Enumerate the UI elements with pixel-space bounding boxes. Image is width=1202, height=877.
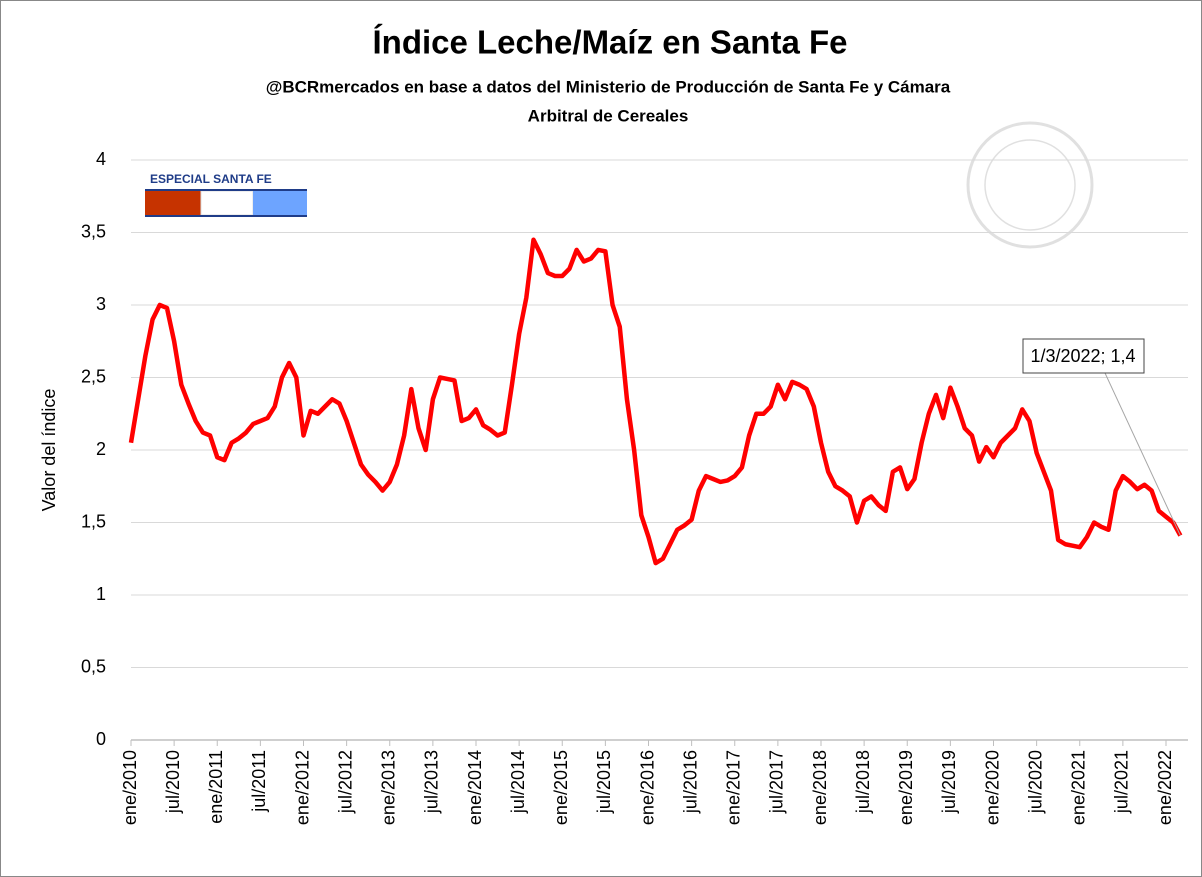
x-tick-label: jul/2015: [594, 750, 614, 814]
y-tick-label: 0,5: [81, 656, 106, 676]
x-tick-label: ene/2020: [982, 750, 1002, 825]
y-axis-label: Valor del índice: [39, 389, 59, 512]
chart-title: Índice Leche/Maíz en Santa Fe: [373, 24, 848, 61]
x-tick-label: jul/2021: [1112, 750, 1132, 814]
watermark: [966, 121, 1094, 249]
badge-text: ESPECIAL SANTA FE: [150, 172, 272, 186]
badge: ESPECIAL SANTA FE: [145, 172, 307, 217]
x-tick-label: jul/2014: [508, 750, 528, 814]
x-tick-label: ene/2022: [1155, 750, 1175, 825]
x-tick-label: jul/2016: [680, 750, 700, 814]
x-tick-label: ene/2014: [465, 750, 485, 825]
y-tick-label: 3,5: [81, 221, 106, 241]
y-tick-label: 2: [96, 439, 106, 459]
annotation-box: [1022, 338, 1145, 374]
y-tick-label: 0: [96, 729, 106, 749]
x-tick-label: ene/2012: [292, 750, 312, 825]
y-tick-label: 2,5: [81, 366, 106, 386]
x-tick-label: ene/2011: [206, 750, 226, 824]
x-tick-label: jul/2017: [767, 750, 787, 814]
y-tick-label: 3: [96, 294, 106, 314]
x-tick-label: ene/2010: [120, 750, 140, 825]
annotation-leader: [1104, 372, 1181, 536]
x-tick-label: jul/2013: [422, 750, 442, 814]
chart-subtitle: Arbitral de Cereales: [528, 106, 689, 125]
annotation-text: 1/3/2022; 1,4: [1030, 346, 1135, 366]
x-tick-label: jul/2019: [939, 750, 959, 814]
x-tick-label: ene/2016: [637, 750, 657, 825]
x-tick-label: jul/2012: [335, 750, 355, 814]
x-tick-label: jul/2020: [1025, 750, 1045, 814]
y-tick-label: 1: [96, 584, 106, 604]
x-tick-label: jul/2010: [163, 750, 183, 814]
x-tick-label: ene/2017: [724, 750, 744, 825]
chart-subtitle: @BCRmercados en base a datos del Ministe…: [266, 77, 951, 96]
x-tick-label: ene/2015: [551, 750, 571, 825]
x-tick-label: ene/2019: [896, 750, 916, 825]
x-tick-label: ene/2021: [1069, 750, 1089, 825]
data-line: [128, 237, 1183, 566]
y-tick-label: 4: [96, 149, 106, 169]
x-tick-label: ene/2013: [379, 750, 399, 825]
x-tick-label: ene/2018: [810, 750, 830, 825]
x-tick-label: jul/2018: [853, 750, 873, 814]
y-tick-label: 1,5: [81, 511, 106, 531]
x-tick-label: jul/2011: [249, 750, 269, 813]
